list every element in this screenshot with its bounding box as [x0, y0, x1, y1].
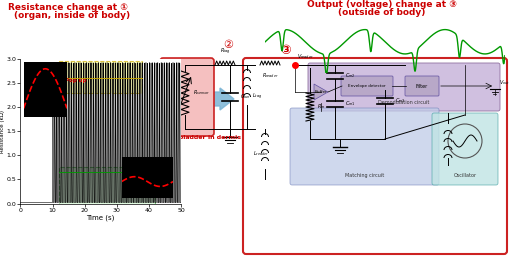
Text: Flat: Flat: [129, 167, 142, 172]
Text: Demodulation circuit: Demodulation circuit: [378, 100, 429, 105]
Text: $R_{reader}$: $R_{reader}$: [261, 71, 278, 80]
Text: Pop up: Pop up: [65, 78, 87, 83]
Text: $C_{m2}$: $C_{m2}$: [344, 72, 355, 80]
Text: (outside of body): (outside of body): [337, 8, 425, 17]
Text: Buffer: Buffer: [314, 90, 327, 94]
Text: $C_{tun}$: $C_{tun}$: [240, 93, 250, 102]
Text: in dermis: in dermis: [208, 135, 241, 140]
Text: $L_{tag}$: $L_{tag}$: [251, 92, 262, 102]
FancyBboxPatch shape: [431, 113, 497, 185]
Polygon shape: [314, 84, 327, 100]
Text: Resistance change at ①: Resistance change at ①: [8, 3, 128, 12]
Bar: [59, 61, 142, 93]
Text: $V_{reader}$: $V_{reader}$: [296, 52, 313, 61]
Text: on bladder: on bladder: [168, 135, 206, 140]
Bar: [59, 167, 155, 204]
Text: (organ, inside of body): (organ, inside of body): [14, 11, 130, 20]
X-axis label: Time (s): Time (s): [87, 214, 115, 221]
FancyBboxPatch shape: [341, 76, 392, 96]
Text: $R_m$: $R_m$: [317, 103, 325, 111]
FancyBboxPatch shape: [307, 63, 499, 111]
FancyBboxPatch shape: [242, 58, 506, 254]
Text: $C_{m3}$: $C_{m3}$: [394, 97, 405, 105]
Text: Matching circuit: Matching circuit: [344, 173, 383, 178]
FancyArrow shape: [182, 88, 234, 110]
FancyBboxPatch shape: [290, 108, 438, 185]
Text: Oscillator: Oscillator: [453, 173, 475, 178]
Text: $L_{reader}$: $L_{reader}$: [252, 150, 269, 158]
Text: ②: ②: [222, 40, 233, 50]
Text: $C_{m1}$: $C_{m1}$: [344, 99, 355, 109]
Y-axis label: Resistance (kΩ): Resistance (kΩ): [0, 110, 5, 153]
Text: ①: ①: [149, 73, 159, 83]
Text: Filter: Filter: [415, 84, 427, 88]
FancyBboxPatch shape: [160, 58, 214, 136]
Text: ③: ③: [279, 44, 290, 57]
Text: $V_{out}$: $V_{out}$: [498, 79, 509, 87]
Text: $R_{sensor}$: $R_{sensor}$: [192, 88, 209, 97]
Text: $R_{tag}$: $R_{tag}$: [219, 47, 230, 57]
FancyBboxPatch shape: [404, 76, 438, 96]
Text: Output (voltage) change at ③: Output (voltage) change at ③: [306, 0, 456, 9]
Text: Envelope detector: Envelope detector: [348, 84, 385, 88]
